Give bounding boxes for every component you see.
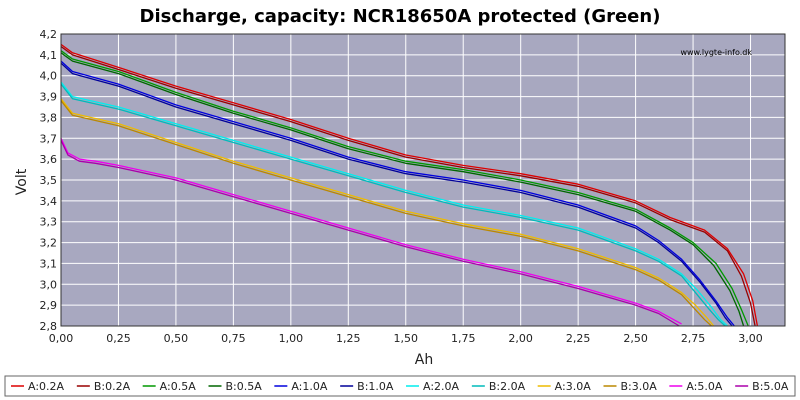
legend-label: A:5.0A xyxy=(686,380,723,393)
legend-label: B:0.5A xyxy=(226,380,263,393)
y-tick-label: 2,9 xyxy=(40,299,58,312)
x-axis-label: Ah xyxy=(415,352,433,368)
legend-label: B:0.2A xyxy=(94,380,131,393)
series-line-a-0-2a xyxy=(60,43,759,327)
chart-title: Discharge, capacity: NCR18650A protected… xyxy=(140,6,661,27)
y-tick-label: 3,5 xyxy=(40,174,58,187)
x-tick-label: 0,50 xyxy=(164,332,189,345)
y-tick-label: 3,1 xyxy=(40,257,58,270)
x-tick-label: 1,25 xyxy=(336,332,361,345)
y-tick-label: 3,3 xyxy=(40,216,58,229)
y-tick-label: 3,8 xyxy=(40,111,58,124)
series-line-b-3-0a xyxy=(60,100,712,327)
series-line-a-2-0a xyxy=(60,81,728,327)
x-tick-label: 0,00 xyxy=(49,332,74,345)
y-axis-label: Volt xyxy=(14,168,30,195)
x-axis-ticks: 0,00 0,25 0,50 0,75 1,00 1,25 1,50 1,75 2,00 2,25… xyxy=(49,332,763,345)
watermark: www.lygte-info.dk xyxy=(680,48,752,57)
x-tick-label: 2,25 xyxy=(566,332,591,345)
y-tick-label: 3,2 xyxy=(40,237,58,250)
x-tick-label: 0,25 xyxy=(106,332,131,345)
x-tick-label: 1,50 xyxy=(394,332,419,345)
series-line-a-1-0a xyxy=(60,60,735,327)
legend-label: B:3.0A xyxy=(621,380,658,393)
legend-label: A:0.2A xyxy=(28,380,65,393)
series-line-a-0-5a xyxy=(60,50,749,327)
x-tick-label: 2,50 xyxy=(623,332,648,345)
y-tick-label: 4,1 xyxy=(40,49,58,62)
legend-label: A:3.0A xyxy=(555,380,592,393)
legend-label: B:2.0A xyxy=(489,380,526,393)
x-tick-label: 0,75 xyxy=(221,332,246,345)
series-lines xyxy=(60,43,759,327)
legend-entries: A:0.2A B:0.2A A:0.5A B:0.5A A:1.0A B:1.0A A:2.… xyxy=(11,380,789,393)
y-tick-label: 3,4 xyxy=(40,195,58,208)
series-line-b-0-5a xyxy=(60,52,745,327)
series-line-b-0-2a xyxy=(60,45,756,327)
series-line-b-1-0a xyxy=(60,62,733,327)
y-tick-label: 2,8 xyxy=(40,320,58,333)
series-line-a-5-0a xyxy=(60,138,682,325)
y-tick-label: 3,0 xyxy=(40,278,58,291)
legend xyxy=(4,375,796,397)
plot-frame xyxy=(60,33,786,327)
y-tick-label: 3,9 xyxy=(40,91,58,104)
x-tick-label: 1,75 xyxy=(451,332,476,345)
legend-label: A:0.5A xyxy=(160,380,197,393)
series-line-a-3-0a xyxy=(60,98,715,327)
legend-label: A:1.0A xyxy=(291,380,328,393)
x-tick-label: 3,00 xyxy=(738,332,763,345)
legend-label: A:2.0A xyxy=(423,380,460,393)
series-line-b-5-0a xyxy=(60,140,680,327)
series-line-b-2-0a xyxy=(60,83,726,327)
y-tick-label: 3,6 xyxy=(40,153,58,166)
y-tick-label: 3,7 xyxy=(40,132,58,145)
y-tick-label: 4,0 xyxy=(40,70,58,83)
legend-label: B:1.0A xyxy=(357,380,394,393)
y-tick-label: 4,2 xyxy=(40,28,58,41)
x-tick-label: 2,00 xyxy=(508,332,533,345)
x-tick-label: 1,00 xyxy=(279,332,304,345)
x-tick-label: 2,75 xyxy=(681,332,706,345)
y-axis-ticks: 2,8 2,9 3,0 3,1 3,2 3,3 3,4 3,5 3,6 3,7 3,8 3,9 4,0 4… xyxy=(40,28,58,333)
legend-label: B:5.0A xyxy=(752,380,789,393)
